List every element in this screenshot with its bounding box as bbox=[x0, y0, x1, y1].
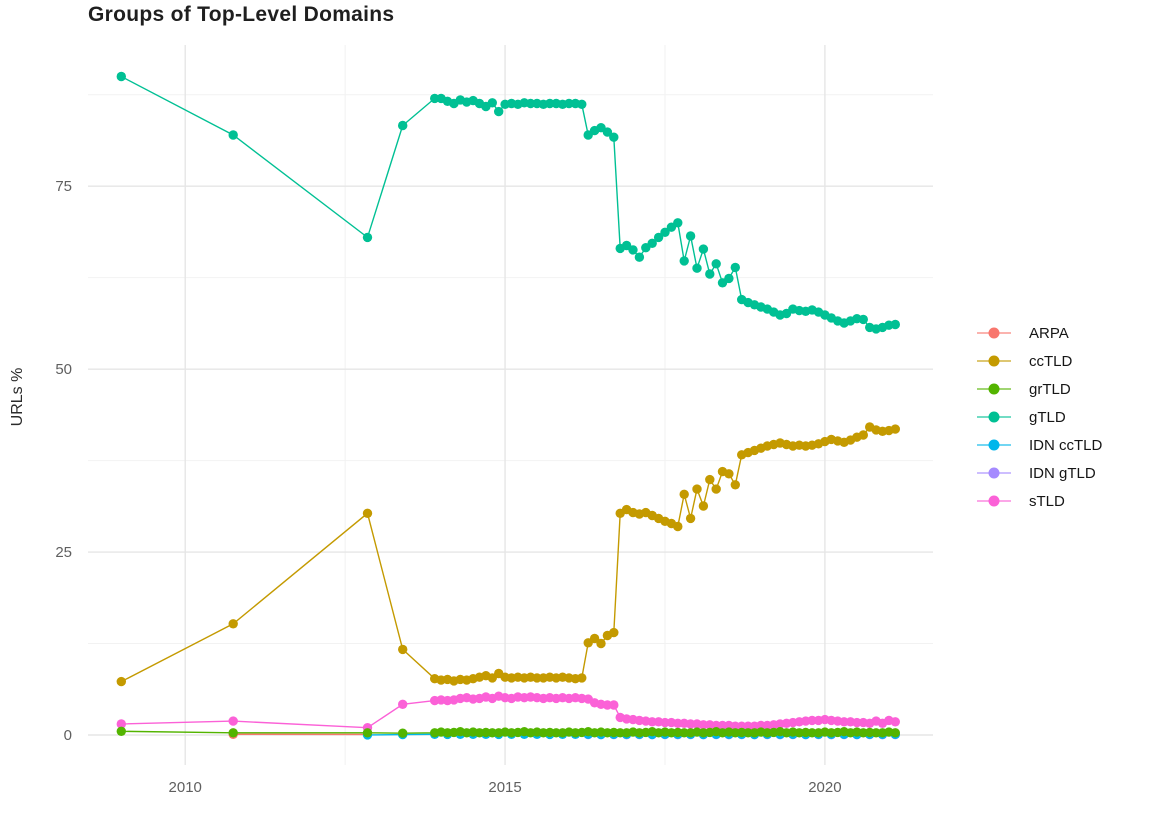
y-tick-label: 25 bbox=[55, 544, 72, 561]
series-cctld bbox=[116, 422, 900, 687]
legend-item-gtld: gTLD bbox=[976, 403, 1102, 431]
legend-label: ccTLD bbox=[1029, 352, 1073, 370]
x-tick-label: 2015 bbox=[488, 779, 521, 796]
y-tick-label: 50 bbox=[55, 361, 72, 378]
series-arpa bbox=[228, 729, 373, 740]
legend-key-icon bbox=[977, 467, 1011, 479]
y-tick-label: 75 bbox=[55, 178, 72, 195]
x-tick-label: 2010 bbox=[169, 779, 202, 796]
series-grtld bbox=[116, 726, 900, 738]
legend-item-stld: sTLD bbox=[976, 487, 1102, 515]
gridlines-major bbox=[88, 45, 933, 765]
legend: ARPA ccTLD grTLD gTLD IDN ccTLD IDN gTLD sTLD bbox=[976, 319, 1102, 515]
axis-tick-labels: 0 25 50 75 2010 2015 2020 bbox=[55, 178, 841, 796]
series-stld bbox=[116, 691, 900, 733]
legend-item-idn-cctld: IDN ccTLD bbox=[976, 431, 1102, 459]
y-tick-label: 0 bbox=[64, 727, 72, 744]
legend-item-idn-gtld: IDN gTLD bbox=[976, 459, 1102, 487]
legend-key-icon bbox=[977, 495, 1011, 507]
legend-key-icon bbox=[977, 439, 1011, 451]
chart-title: Groups of Top-Level Domains bbox=[88, 3, 395, 26]
legend-label: sTLD bbox=[1029, 492, 1065, 510]
legend-key-icon bbox=[977, 355, 1011, 367]
legend-label: ARPA bbox=[1029, 324, 1069, 342]
legend-key-icon bbox=[977, 411, 1011, 423]
legend-item-grtld: grTLD bbox=[976, 375, 1102, 403]
legend-item-cctld: ccTLD bbox=[976, 347, 1102, 375]
legend-label: grTLD bbox=[1029, 380, 1071, 398]
legend-key-icon bbox=[977, 327, 1011, 339]
legend-label: IDN gTLD bbox=[1029, 464, 1096, 482]
series-gtld bbox=[116, 71, 900, 334]
legend-label: IDN ccTLD bbox=[1029, 436, 1103, 454]
legend-label: gTLD bbox=[1029, 408, 1066, 426]
legend-key-icon bbox=[977, 383, 1011, 395]
x-tick-label: 2020 bbox=[808, 779, 841, 796]
gridlines-minor bbox=[88, 45, 933, 765]
legend-item-arpa: ARPA bbox=[976, 319, 1102, 347]
